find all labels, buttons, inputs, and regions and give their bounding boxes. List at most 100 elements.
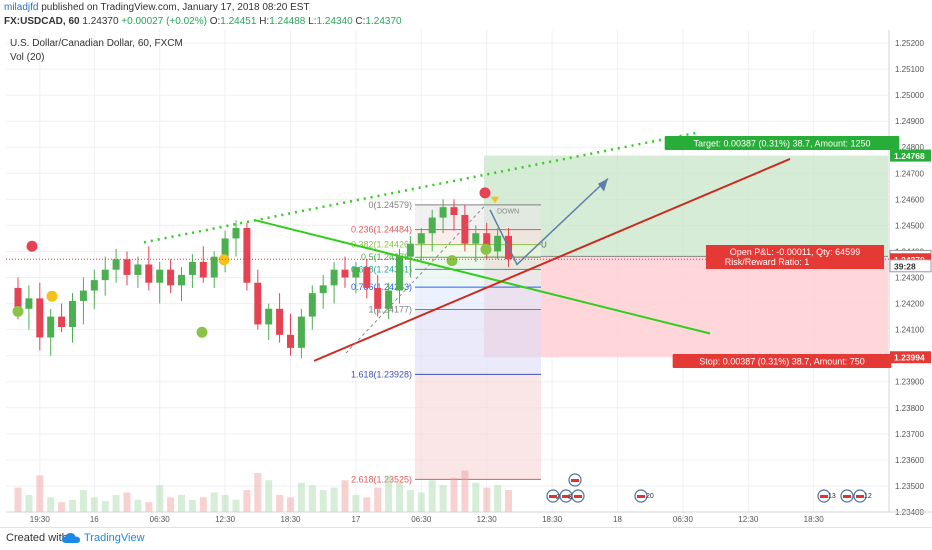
volume-bar (396, 482, 403, 512)
signal-dot (26, 240, 38, 252)
open-pnl-box (706, 245, 884, 269)
price-axis: 1.252001.251001.250001.249001.248001.247… (6, 30, 932, 517)
candle-body (297, 316, 305, 348)
fib-band (415, 257, 541, 270)
volume-bar (363, 497, 371, 512)
volume-bar (134, 499, 142, 512)
signal-dot (218, 254, 230, 266)
low-value: 1.24340 (316, 16, 353, 27)
volume-bar (287, 497, 294, 512)
fib-level-label: 0.786(1.24263) (351, 282, 412, 292)
red-trend-line (313, 158, 791, 362)
candle-body (461, 214, 469, 244)
volume-bar (210, 492, 218, 512)
published-text: published on TradingView.com, January 17… (41, 2, 310, 13)
signal-dot (196, 326, 208, 338)
fib-level-label: 0(1.24579) (368, 200, 412, 210)
volume-indicator-label[interactable]: Vol (20) (10, 52, 45, 63)
event-flag-stripe (549, 495, 557, 498)
candle-body (363, 267, 371, 288)
tradingview-logo[interactable]: TradingView (62, 532, 145, 544)
brand-text: TradingView (84, 532, 145, 544)
up-label: U (541, 241, 547, 250)
candle-body (287, 334, 294, 348)
candle-body (90, 280, 98, 291)
signal-dot (46, 290, 58, 302)
target-label-box (664, 136, 900, 150)
fib-level-label: 0.618(1.24331) (351, 264, 412, 274)
candle-body (330, 269, 338, 286)
event-flag-stripe (856, 495, 864, 498)
high-value: 1.24488 (269, 16, 306, 27)
volume-bar (178, 494, 185, 512)
volume-bar (417, 492, 425, 512)
price-tick-label: 1.25000 (895, 91, 924, 100)
volume-bar (156, 485, 164, 512)
candle-body (167, 269, 175, 286)
last-price: 1.24370 (82, 16, 119, 27)
author-link[interactable]: miladjfd (4, 2, 39, 13)
dotted-trend-line (143, 131, 697, 244)
footer: Created with TradingView (0, 527, 932, 550)
candle-body (134, 264, 142, 275)
volume-bar (439, 485, 447, 512)
candle-body (374, 287, 382, 309)
target-zone (484, 155, 888, 257)
volume-bar (112, 494, 120, 512)
volume-bar (374, 487, 382, 512)
volume-bar (232, 499, 240, 512)
volume-bar (243, 490, 251, 512)
time-tick-label: 16 (90, 515, 99, 524)
time-tick-label: 18:30 (542, 515, 563, 524)
open-label: O: (209, 16, 221, 27)
event-flag-stripe (637, 495, 645, 498)
chart-title: U.S. Dollar/Canadian Dollar, 60, FXCM (10, 38, 183, 49)
volume-bar (494, 485, 502, 512)
volume-bar (36, 475, 44, 512)
stop-zone (484, 256, 888, 358)
price-label-box (890, 149, 931, 162)
candle-body (112, 259, 120, 270)
candle-body (156, 269, 164, 283)
volume-bar (123, 492, 131, 512)
candle-body (428, 217, 436, 234)
volume-bar (406, 490, 414, 512)
price-tick-label: 1.23800 (895, 404, 924, 413)
projection-path (489, 177, 609, 266)
position-zones (484, 155, 888, 358)
candle-body (417, 233, 425, 244)
candle-body (265, 308, 273, 325)
time-tick-label: 18 (613, 515, 622, 524)
candle-body (450, 207, 458, 215)
fib-band (415, 309, 541, 375)
down-arrow-marker (491, 196, 499, 204)
candle-body (47, 316, 55, 338)
event-count: 20 (646, 493, 654, 500)
signal-markers: DOWN U (12, 187, 547, 338)
fib-band (415, 374, 541, 480)
volume-bar (483, 487, 491, 512)
volume-bar (330, 487, 338, 512)
price-tick-label: 1.24800 (895, 143, 924, 152)
volume-bar (450, 477, 458, 512)
volume-bar (265, 480, 273, 512)
price-tick-label: 1.24700 (895, 169, 924, 178)
candle-body (406, 243, 414, 257)
time-axis: 19:30 16 06:30 12:30 18:30 17 06:30 12:30 18:30 1… (6, 473, 932, 524)
volume-bar (352, 494, 360, 512)
stop-label-box (672, 354, 892, 368)
candle-body (472, 233, 480, 244)
fib-band (415, 244, 541, 258)
candle-body (254, 282, 262, 325)
time-tick-label: 12:30 (738, 515, 759, 524)
publish-info: miladjfd published on TradingView.com, J… (4, 2, 310, 13)
symbol-label: FX:USDCAD, 60 (4, 16, 80, 27)
event-count: 13 (828, 493, 836, 500)
annotation-labels: Target: 0.00387 (0.31%) 38.7, Amount: 12… (664, 136, 900, 368)
volume-bar (188, 499, 196, 512)
price-tick-label: 1.23500 (895, 482, 924, 491)
signal-dot (480, 243, 492, 255)
price-tick-label: 1.24200 (895, 300, 924, 309)
signal-dot (12, 305, 24, 317)
